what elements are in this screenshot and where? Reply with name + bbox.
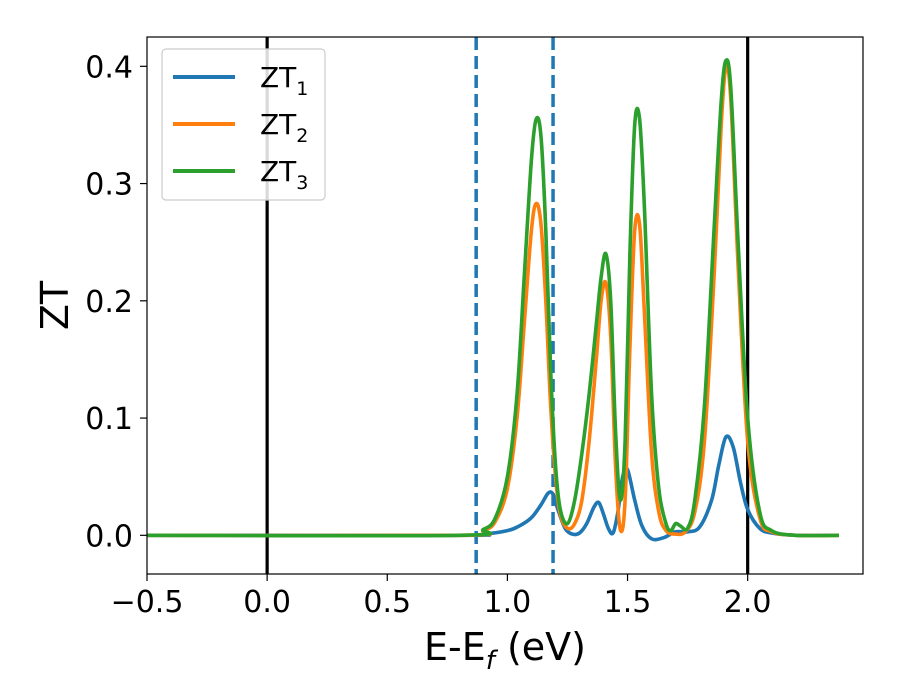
y-axis-label: ZT xyxy=(33,280,77,330)
x-tick-label: −0.5 xyxy=(111,585,184,620)
plot-frame xyxy=(146,36,864,575)
x-tick-label: 0.5 xyxy=(363,585,411,620)
legend-box xyxy=(161,48,326,201)
x-tick-label: 2.0 xyxy=(724,585,772,620)
series-line-zt1 xyxy=(147,434,840,542)
legend-label: ZT1 xyxy=(260,61,308,100)
x-tick-label: 1.5 xyxy=(604,585,652,620)
legend-label: ZT3 xyxy=(260,155,308,194)
x-axis: −0.5 0.0 0.5 1.0 1.5 2.0 xyxy=(111,574,772,620)
legend-entry-zt1: ZT1 xyxy=(173,61,308,100)
x-axis-label-main: E-E xyxy=(424,625,486,669)
series-layer xyxy=(147,58,840,542)
x-axis-label: E-Ef (eV) xyxy=(424,625,586,676)
y-tick-label: 0.3 xyxy=(85,168,133,203)
y-axis: 0.0 0.1 0.2 0.3 0.4 xyxy=(85,50,147,554)
x-tick-label: 0.0 xyxy=(243,585,291,620)
legend-entry-zt2: ZT2 xyxy=(173,108,308,147)
legend-label: ZT2 xyxy=(260,108,308,147)
legend: ZT1 ZT2 ZT3 xyxy=(161,48,326,201)
x-axis-label-unit: (eV) xyxy=(495,625,586,669)
legend-entry-zt3: ZT3 xyxy=(173,155,308,194)
y-tick-label: 0.0 xyxy=(85,519,133,554)
y-tick-label: 0.1 xyxy=(85,402,133,437)
x-tick-label: 1.0 xyxy=(484,585,532,620)
y-tick-label: 0.4 xyxy=(85,50,133,85)
y-tick-label: 0.2 xyxy=(85,285,133,320)
series-line-zt3 xyxy=(147,58,840,538)
